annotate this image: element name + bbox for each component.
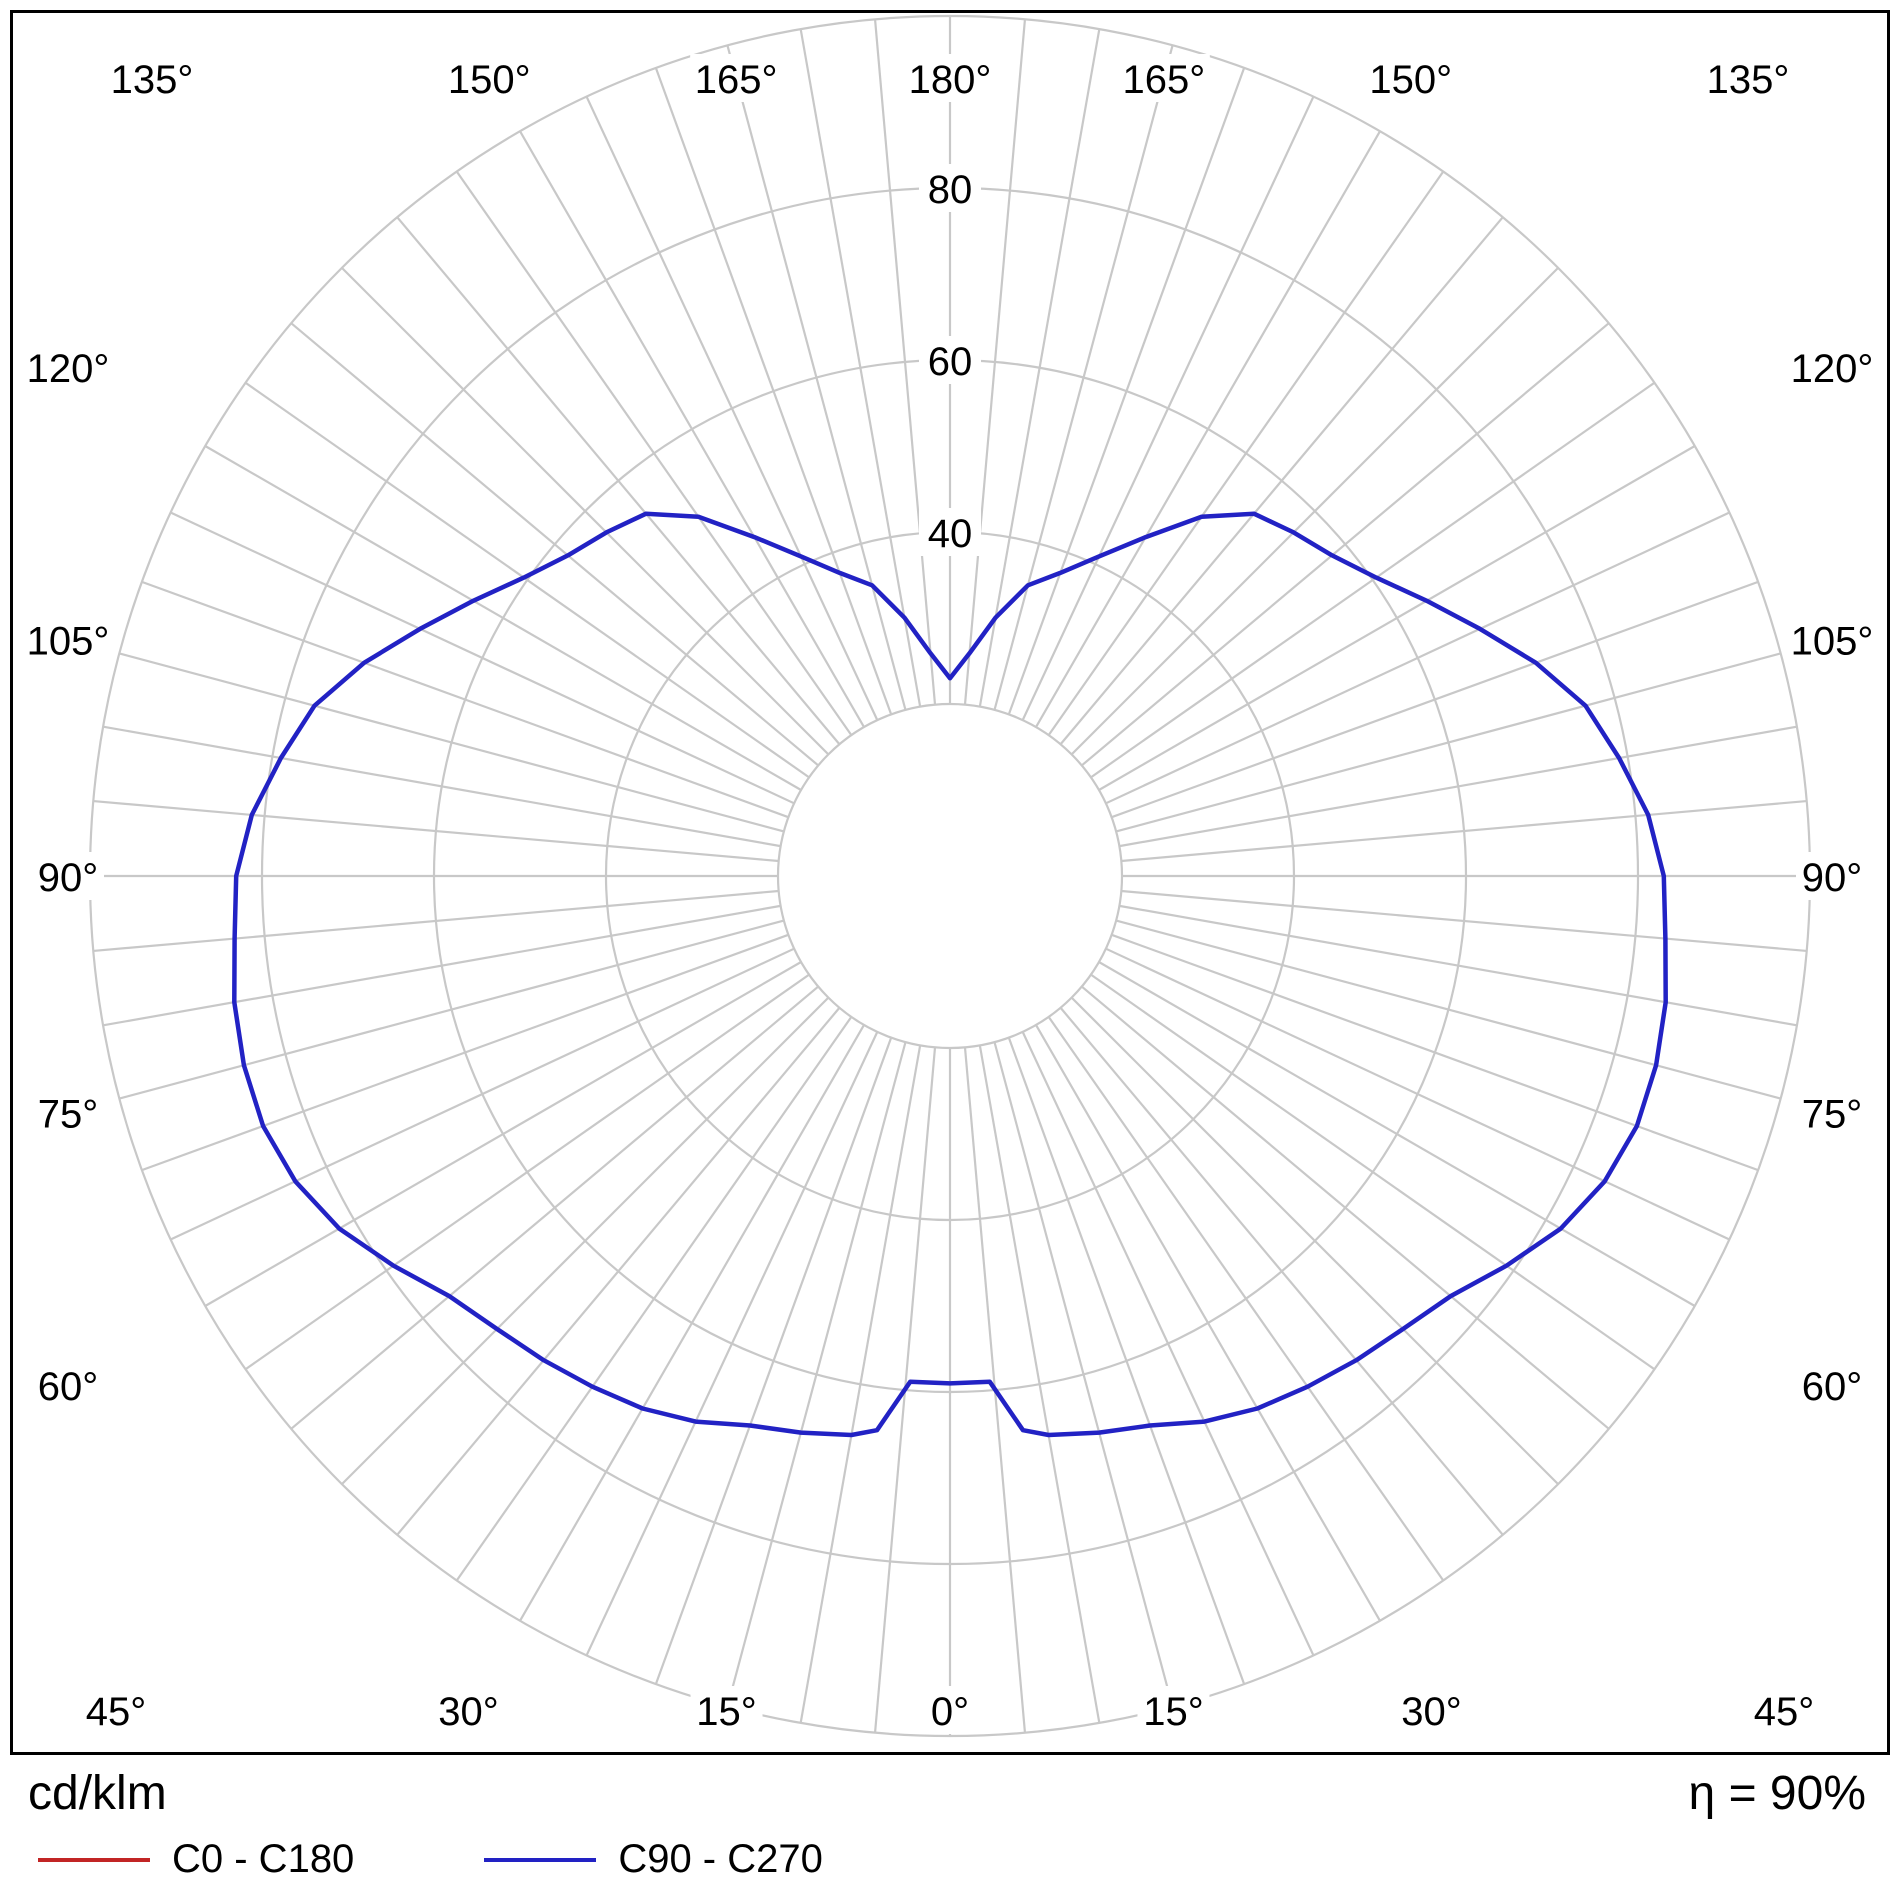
legend-label-c0-c180: C0 - C180 <box>172 1837 355 1881</box>
legend-label-c90-c270: C90 - C270 <box>618 1837 823 1881</box>
svg-text:45°: 45° <box>1754 1690 1815 1734</box>
svg-text:75°: 75° <box>1802 1092 1863 1136</box>
legend-item-c90-c270: C90 - C270 <box>484 1837 823 1882</box>
svg-text:30°: 30° <box>1401 1690 1462 1734</box>
legend-item-c0-c180: C0 - C180 <box>38 1837 354 1882</box>
svg-text:120°: 120° <box>27 347 110 391</box>
ring-labels: 40 60 80 <box>919 164 981 556</box>
units-label: cd/klm <box>28 1767 167 1820</box>
polar-chart-canvas: 0° 15° 15° 30° 30° 45° 45° 60° 60° 75° 75° 90° 90° 10… <box>22 14 1878 1738</box>
svg-text:60°: 60° <box>1802 1365 1863 1409</box>
svg-text:180°: 180° <box>909 58 992 102</box>
svg-text:90°: 90° <box>38 856 99 900</box>
svg-text:150°: 150° <box>448 58 531 102</box>
svg-text:135°: 135° <box>111 58 194 102</box>
svg-text:15°: 15° <box>696 1690 757 1734</box>
svg-text:0°: 0° <box>931 1690 969 1734</box>
legend-swatch-0 <box>38 1857 150 1862</box>
chart-footer: cd/klm η = 90% C0 - C180 C90 - C270 <box>0 1762 1900 1882</box>
polar-chart-frame: 0° 15° 15° 30° 30° 45° 45° 60° 60° 75° 75° 90° 90° 10… <box>10 10 1890 1755</box>
curve-c90-c270 <box>232 511 1668 1438</box>
svg-text:45°: 45° <box>86 1690 147 1734</box>
svg-text:40: 40 <box>928 512 973 556</box>
svg-text:135°: 135° <box>1707 58 1790 102</box>
legend: C0 - C180 C90 - C270 <box>0 1837 1900 1882</box>
svg-text:60: 60 <box>928 340 973 384</box>
svg-text:60°: 60° <box>38 1365 99 1409</box>
svg-text:120°: 120° <box>1791 347 1874 391</box>
svg-text:165°: 165° <box>1122 58 1205 102</box>
angle-labels: 0° 15° 15° 30° 30° 45° 45° 60° 60° 75° 75° 90° 90° 10… <box>22 54 1878 1734</box>
svg-text:105°: 105° <box>27 620 110 664</box>
radial-grid <box>90 16 1810 1736</box>
efficiency-value: η = 90% <box>1688 1767 1866 1820</box>
footer-row: cd/klm η = 90% <box>0 1762 1900 1821</box>
svg-text:105°: 105° <box>1791 620 1874 664</box>
legend-swatch-1 <box>484 1857 597 1862</box>
svg-text:75°: 75° <box>38 1092 99 1136</box>
svg-text:30°: 30° <box>438 1690 499 1734</box>
svg-text:90°: 90° <box>1802 856 1863 900</box>
svg-text:15°: 15° <box>1143 1690 1204 1734</box>
series-curves <box>232 511 1668 1438</box>
svg-text:165°: 165° <box>695 58 778 102</box>
svg-text:150°: 150° <box>1369 58 1452 102</box>
svg-text:80: 80 <box>928 168 973 212</box>
